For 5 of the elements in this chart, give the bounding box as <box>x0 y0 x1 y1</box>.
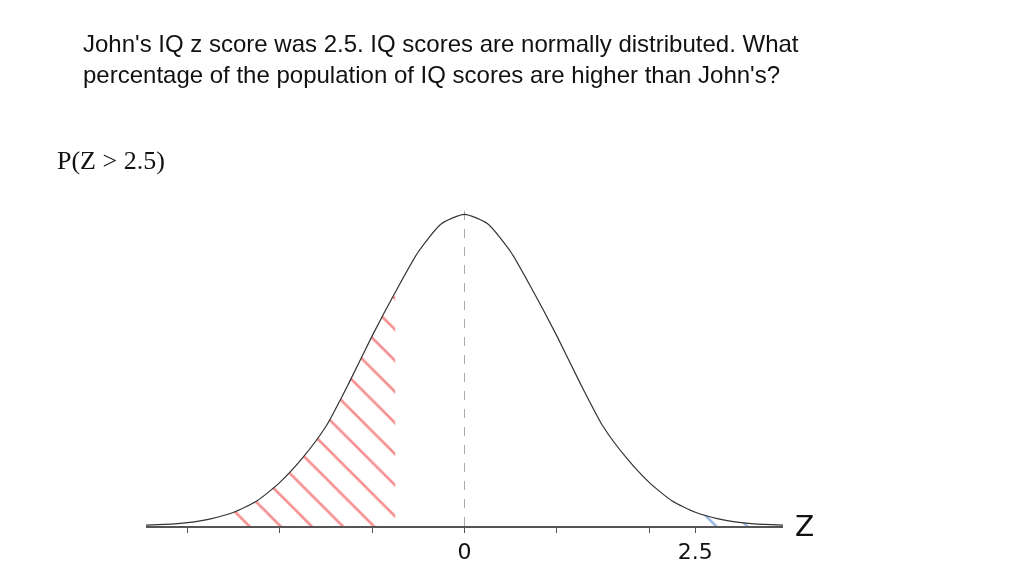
x-axis-title: Z <box>795 510 815 543</box>
chart-title: John's IQ z score was 2.5. IQ scores are normally distributed. What percentage of the population of IQ scores are higher than John's? <box>83 30 799 89</box>
chart-subtitle: P(Z > 2.5) <box>57 146 165 175</box>
x-tick-label: 2.5 <box>677 539 713 565</box>
x-tick-label: 0 <box>457 539 472 565</box>
